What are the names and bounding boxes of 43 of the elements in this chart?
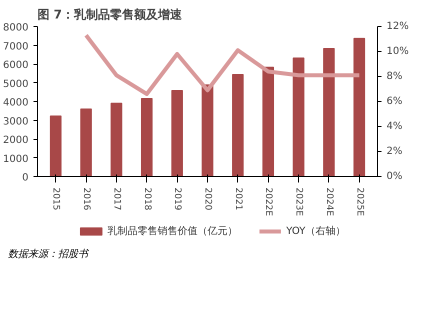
bar [80,108,92,176]
bar [110,102,122,176]
chart-title: 图 7：乳制品零售额及增速 [38,8,184,22]
bar [171,90,183,176]
bar [232,74,244,176]
legend-label: YOY（右轴） [285,225,346,237]
x-tick-label: 2024E [324,188,334,216]
y-tick-label: 2000 [3,135,29,146]
y-tick-label: 5000 [3,78,29,90]
bar [262,66,274,176]
y-tick-label: 6000 [3,60,29,71]
y2-tick-label: 4% [386,121,402,132]
y2-tick-label: 0% [386,171,402,182]
y2-tick-label: 10% [386,46,409,57]
x-tick-label: 2020 [202,188,212,211]
y2-tick-label: 2% [386,146,402,157]
y-tick-label: 0 [22,172,29,184]
y-tick-label: 7000 [3,41,29,52]
x-tick-label: 2022E [263,188,274,216]
x-tick-label: 2023E [294,188,304,216]
legend-label: 乳制品零售销售价值（亿元） [107,225,238,237]
x-tick-label: 2016 [81,188,92,211]
bar [323,48,335,176]
x-tick-label: 2018 [142,188,152,211]
bar [50,115,62,176]
source-note: 数据来源：招股书 [8,248,88,262]
y-tick-label: 3000 [3,116,29,128]
bar [202,84,214,176]
bar [353,38,366,176]
y-tick-label: 4000 [3,98,29,108]
y2-tick-label: 8% [386,71,402,82]
x-tick-label: 2021 [232,188,243,210]
x-tick-label: 2019 [172,188,182,211]
x-tick-label: 2025E [354,188,364,216]
line-series [84,33,362,96]
bar [292,58,304,176]
x-tick-label: 2017 [111,188,122,210]
bar [140,98,153,176]
y2-tick-label: 6% [386,96,402,107]
y-tick-label: 1000 [3,154,29,165]
x-tick-label: 2015 [50,188,61,210]
y2-tick-label: 12% [386,21,409,32]
y-tick-label: 8000 [3,22,29,34]
